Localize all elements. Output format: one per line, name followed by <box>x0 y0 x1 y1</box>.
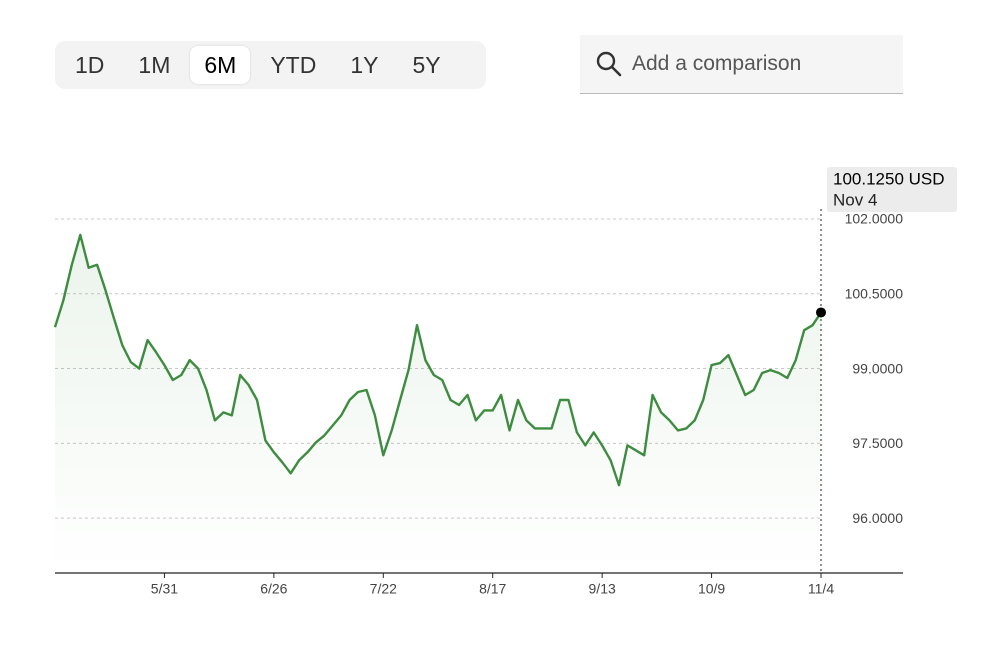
x-tick-label: 8/17 <box>479 581 506 597</box>
range-button[interactable]: 1Y <box>350 52 379 78</box>
range-button[interactable]: YTD <box>270 52 317 78</box>
last-point <box>816 307 826 318</box>
x-tick-label: 5/31 <box>151 581 178 597</box>
tooltip-value: 100.1250 USD <box>833 169 945 188</box>
range-button[interactable]: 1D <box>75 52 105 78</box>
x-tick-label: 9/13 <box>589 581 616 597</box>
tooltip-date: Nov 4 <box>833 190 877 209</box>
y-tick-label: 99.0000 <box>852 360 903 376</box>
search-icon <box>596 51 622 77</box>
x-tick-label: 10/9 <box>698 581 725 597</box>
area <box>55 234 821 573</box>
x-tick-label: 7/22 <box>370 581 397 597</box>
tooltip-box <box>827 167 957 212</box>
x-tick-label: 11/4 <box>808 581 834 597</box>
range-button[interactable]: 5Y <box>412 52 441 78</box>
comparison-search[interactable]: Add a comparison <box>580 35 903 94</box>
y-tick-label: 97.5000 <box>852 435 903 451</box>
y-tick-label: 96.0000 <box>852 510 903 526</box>
range-button[interactable]: 6M <box>190 46 251 84</box>
y-tick-label: 102.0000 <box>845 211 904 227</box>
range-button[interactable]: 1M <box>138 52 171 78</box>
range-selector: 1D 1M 6M YTD 1Y 5Y <box>55 41 486 89</box>
y-tick-label: 100.5000 <box>845 285 904 301</box>
search-placeholder: Add a comparison <box>632 52 802 75</box>
x-tick-label: 6/26 <box>260 581 287 597</box>
price-line <box>53 233 823 487</box>
